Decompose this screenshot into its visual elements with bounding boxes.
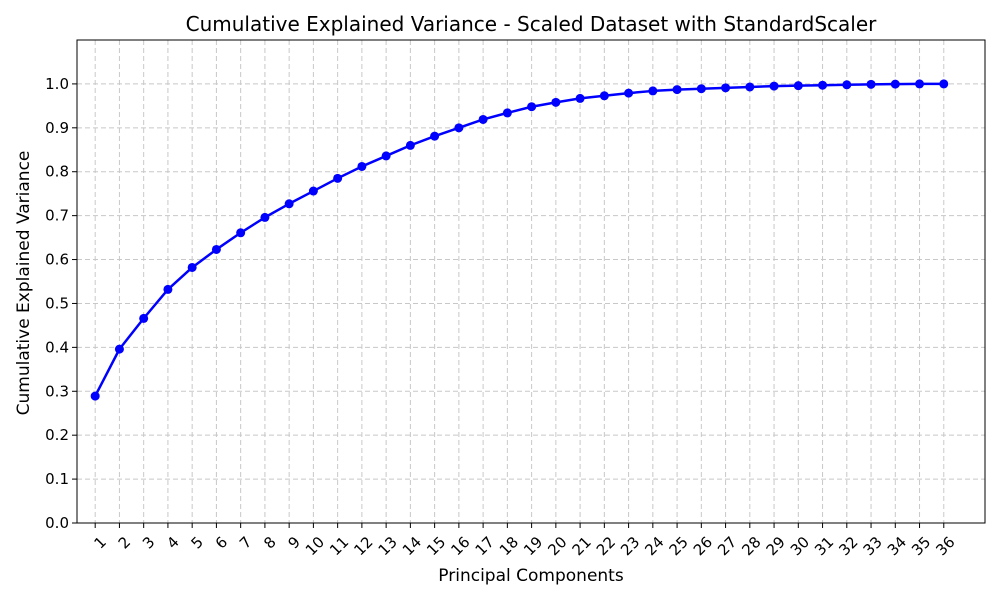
x-tick-label: 36 (932, 533, 958, 559)
data-point (308, 186, 318, 196)
data-point (818, 80, 828, 90)
data-point (502, 108, 512, 118)
x-tick-label: 6 (212, 533, 231, 552)
data-point (405, 140, 415, 150)
data-point (260, 212, 270, 222)
data-point (721, 83, 731, 93)
x-axis: 1 2 3 4 5 6 7 8 91011121314151617181920212223242… (90, 523, 959, 559)
data-point (745, 82, 755, 92)
x-tick-label: 16 (447, 533, 473, 559)
y-tick-label: 0.3 (45, 382, 69, 400)
y-tick-label: 0.1 (45, 470, 69, 488)
x-tick-label: 32 (835, 533, 861, 559)
x-tick-label: 21 (569, 533, 595, 559)
x-tick-label: 23 (617, 533, 643, 559)
data-point (381, 151, 391, 161)
y-tick-label: 0.5 (45, 294, 69, 312)
data-point (575, 93, 585, 103)
x-tick-label: 26 (690, 533, 716, 559)
x-tick-label: 4 (163, 533, 182, 552)
x-tick-label: 20 (544, 533, 570, 559)
x-tick-label: 1 (90, 533, 109, 552)
x-tick-label: 31 (811, 533, 837, 559)
x-tick-label: 19 (520, 533, 546, 559)
grid-lines (77, 40, 985, 524)
series-line (94, 82, 944, 397)
x-tick-label: 17 (472, 533, 498, 559)
x-tick-label: 34 (884, 533, 910, 559)
y-tick-label: 0.4 (45, 338, 69, 356)
x-axis-label: Principal Components (438, 566, 624, 586)
x-tick-label: 14 (399, 533, 425, 559)
data-point (890, 79, 900, 89)
data-point (793, 81, 803, 91)
data-point (915, 79, 925, 89)
x-tick-label: 9 (284, 533, 303, 552)
x-tick-label: 5 (187, 533, 206, 552)
x-tick-label: 18 (496, 533, 522, 559)
data-point (114, 344, 124, 354)
chart-title: Cumulative Explained Variance - Scaled D… (186, 12, 878, 36)
x-tick-label: 3 (139, 533, 158, 552)
x-tick-label: 11 (326, 533, 352, 559)
x-tick-label: 29 (763, 533, 789, 559)
data-point (939, 79, 949, 89)
data-point (357, 161, 367, 171)
data-point (696, 84, 706, 94)
data-point (284, 199, 294, 209)
data-point (478, 114, 488, 124)
data-point (842, 80, 852, 90)
x-tick-label: 33 (860, 533, 886, 559)
data-point (236, 228, 246, 238)
data-point (333, 173, 343, 183)
data-point (430, 131, 440, 141)
plot-frame (76, 39, 986, 524)
x-tick-label: 15 (423, 533, 449, 559)
x-tick-label: 30 (787, 533, 813, 559)
x-tick-label: 12 (350, 533, 376, 559)
data-point (187, 262, 197, 272)
y-axis: 0.0 0.1 0.2 0.3 0.4 0.5 0.6 0.7 0.8 0.9 1.0 (45, 75, 77, 532)
x-tick-label: 2 (115, 533, 134, 552)
y-tick-label: 0.2 (45, 426, 69, 444)
y-tick-label: 0.0 (45, 514, 69, 532)
data-point (454, 123, 464, 133)
data-point (624, 88, 634, 98)
data-point (866, 79, 876, 89)
series-layer (90, 79, 949, 401)
data-point (648, 86, 658, 96)
x-tick-label: 10 (302, 533, 328, 559)
y-tick-label: 0.8 (45, 163, 69, 181)
x-tick-label: 24 (641, 533, 667, 559)
data-point (211, 244, 221, 254)
x-tick-label: 27 (714, 533, 740, 559)
y-axis-label: Cumulative Explained Variance (14, 151, 34, 416)
data-point (90, 391, 100, 401)
x-tick-label: 35 (908, 533, 934, 559)
data-point (599, 91, 609, 101)
data-point (139, 313, 149, 323)
x-tick-label: 25 (666, 533, 692, 559)
data-point (163, 284, 173, 294)
x-tick-label: 28 (738, 533, 764, 559)
x-tick-label: 8 (260, 533, 279, 552)
y-tick-label: 0.9 (45, 119, 69, 137)
data-point (672, 85, 682, 95)
data-point (551, 97, 561, 107)
y-tick-label: 0.7 (45, 207, 69, 225)
y-tick-label: 0.6 (45, 251, 69, 269)
x-tick-label: 7 (236, 533, 255, 552)
x-tick-label: 22 (593, 533, 619, 559)
data-point (769, 81, 779, 91)
y-tick-label: 1.0 (45, 75, 69, 93)
data-point (527, 102, 537, 112)
x-tick-label: 13 (375, 533, 401, 559)
